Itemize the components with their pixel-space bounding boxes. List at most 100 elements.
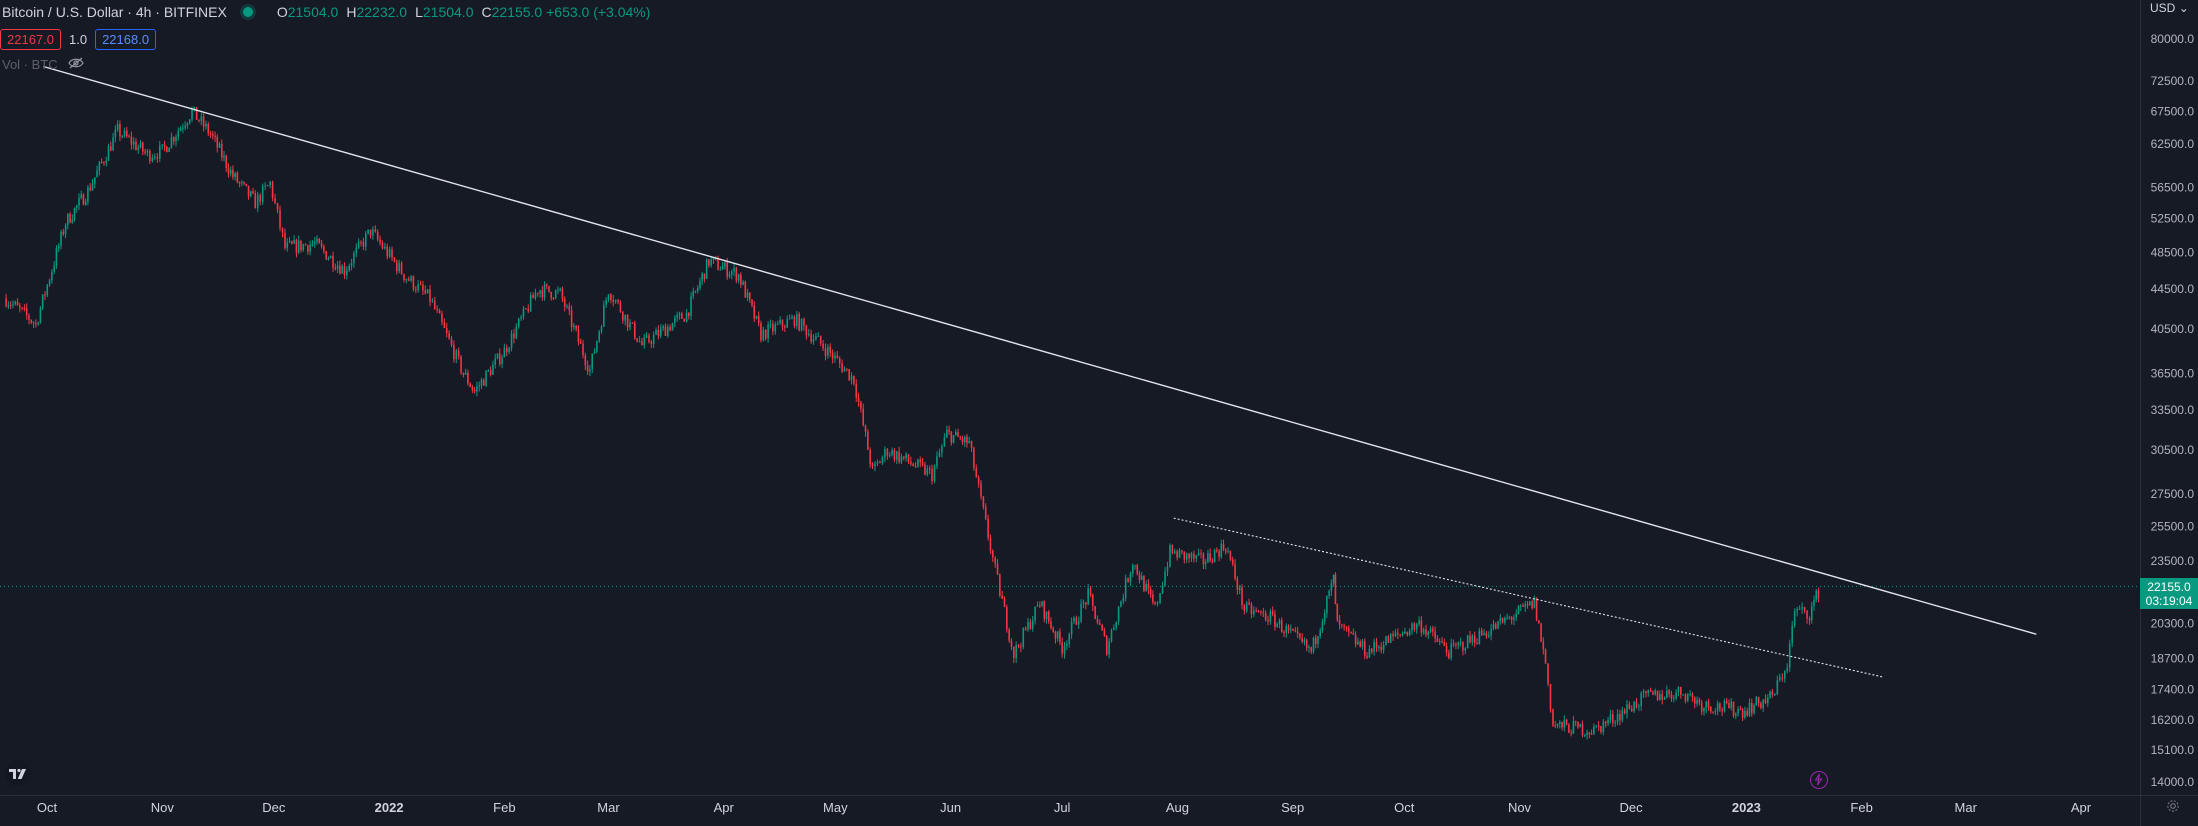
candle-body: [1017, 645, 1020, 647]
candle: [300, 240, 302, 253]
candle-body: [793, 316, 796, 327]
candle-body: [121, 135, 124, 137]
candle-body: [1238, 587, 1241, 590]
candle-body: [603, 304, 605, 327]
candle-body: [1602, 721, 1605, 733]
candle: [1143, 575, 1145, 593]
candle: [721, 261, 724, 270]
candle: [838, 356, 841, 369]
candle: [1387, 634, 1390, 643]
candle-body: [1152, 594, 1154, 603]
candle: [1031, 615, 1034, 632]
candle: [893, 447, 896, 463]
candle-body: [433, 300, 436, 309]
candle-body: [1024, 628, 1027, 630]
symbol-title[interactable]: Bitcoin / U.S. Dollar · 4h · BITFINEX: [2, 4, 227, 20]
candle: [485, 370, 487, 387]
candle: [800, 318, 803, 332]
candle-body: [1499, 617, 1502, 622]
candle-body: [671, 323, 674, 331]
candle: [1707, 698, 1710, 712]
candle: [1577, 721, 1579, 729]
candle-body: [891, 450, 893, 455]
candle-body: [274, 197, 276, 204]
candle: [482, 378, 485, 386]
candle-body: [1117, 606, 1120, 622]
candle: [30, 319, 33, 325]
candle-body: [98, 161, 101, 171]
candle-body: [1647, 690, 1650, 694]
settings-gear-icon[interactable]: [2166, 799, 2180, 813]
candle: [1303, 637, 1306, 646]
candle-body: [1131, 565, 1134, 574]
candle-body: [177, 130, 180, 137]
candle: [1741, 708, 1744, 722]
candle: [1152, 590, 1154, 605]
candle: [1415, 622, 1418, 634]
candle-body: [1299, 633, 1301, 638]
candle: [1001, 590, 1003, 600]
candle: [107, 143, 110, 161]
candle: [1645, 690, 1647, 698]
candle: [261, 183, 264, 205]
candle: [733, 263, 735, 276]
candle-body: [482, 379, 485, 386]
candle-body: [1781, 677, 1784, 679]
candle-body: [1668, 690, 1670, 694]
price-axis-panel: [2140, 0, 2198, 826]
candle-body: [1341, 624, 1343, 626]
candle-body: [1392, 634, 1394, 637]
candle-body: [46, 284, 49, 296]
candle-body: [1310, 647, 1313, 652]
buy-button[interactable]: 22168.0: [95, 28, 157, 50]
candle-body: [1159, 593, 1161, 603]
sell-button[interactable]: 22167.0: [0, 28, 61, 50]
candle: [78, 193, 80, 211]
candle: [1441, 637, 1443, 644]
candle: [304, 243, 307, 246]
candle-body: [205, 123, 207, 127]
candle: [55, 245, 58, 269]
candle-body: [19, 305, 21, 308]
candle: [12, 300, 14, 309]
candle-body: [103, 162, 105, 164]
candle-body: [831, 352, 834, 359]
candle-body: [1769, 691, 1771, 698]
candle: [1213, 548, 1216, 563]
candle-body: [23, 307, 26, 309]
candle: [415, 286, 417, 294]
currency-selector[interactable]: USD ⌄: [2150, 1, 2189, 15]
candle: [1209, 548, 1211, 563]
candle-body: [1633, 701, 1635, 712]
candle-body: [931, 468, 933, 482]
candle: [225, 154, 228, 172]
candle-body: [1073, 617, 1075, 622]
candle: [626, 314, 629, 332]
candle-body: [735, 268, 738, 281]
candle-body: [1753, 705, 1755, 714]
candle: [936, 451, 938, 470]
candle-body: [51, 271, 53, 281]
candle-body: [1779, 677, 1781, 680]
candle-body: [471, 386, 474, 390]
candle-body: [1108, 641, 1110, 655]
lightning-icon[interactable]: [1810, 771, 1828, 789]
candle: [919, 456, 922, 468]
candle-body: [703, 273, 706, 280]
candle: [963, 435, 966, 447]
candle-body: [1250, 604, 1253, 615]
candle-body: [184, 125, 186, 128]
candle-body: [1213, 549, 1216, 563]
candle: [924, 461, 926, 476]
eye-off-icon[interactable]: [67, 57, 84, 72]
order-quantity[interactable]: 1.0: [69, 31, 88, 47]
candle-body: [207, 123, 210, 134]
candle-body: [952, 435, 955, 443]
candle: [286, 238, 289, 252]
tradingview-logo-icon[interactable]: [4, 760, 32, 786]
candle-body: [917, 459, 919, 467]
candle: [21, 307, 23, 311]
candle-body: [316, 238, 318, 242]
